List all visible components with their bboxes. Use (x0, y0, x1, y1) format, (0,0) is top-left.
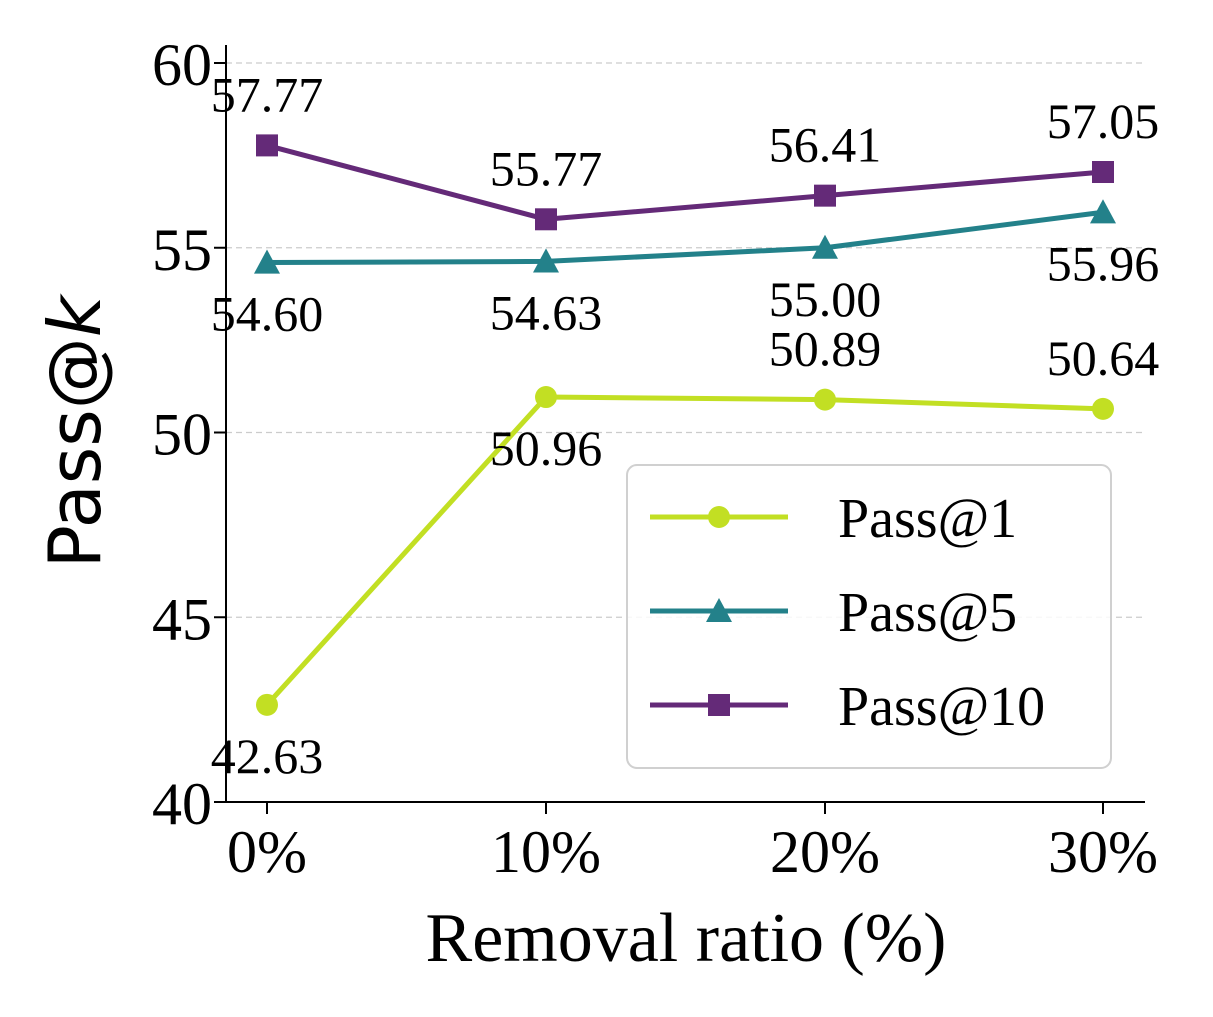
data-point-pass-at-10-2 (814, 184, 836, 207)
x-tick-label-2: 20% (770, 819, 880, 885)
data-point-pass-at-5-0 (254, 249, 280, 274)
x-tick-label-0: 0% (227, 819, 307, 885)
data-point-pass-at-1-0 (256, 693, 278, 716)
legend-box (626, 464, 1112, 769)
y-axis-title-prefix: Pass@ (33, 337, 117, 568)
legend-marker-pass-at-1 (708, 506, 730, 528)
data-point-pass-at-5-1 (533, 248, 559, 273)
data-point-pass-at-10-0 (256, 134, 278, 157)
data-label-pass-at-5-0: 54.60 (211, 286, 324, 342)
y-axis-title-variable: k (33, 292, 117, 337)
data-label-pass-at-1-2: 50.89 (769, 321, 882, 377)
legend-label-pass-at-5: Pass@5 (838, 582, 1017, 644)
data-label-pass-at-5-2: 55.00 (769, 271, 882, 327)
data-label-pass-at-5-3: 55.96 (1047, 235, 1160, 291)
data-point-pass-at-1-1 (535, 386, 557, 409)
x-axis-title: Removal ratio (%) (426, 900, 947, 977)
data-label-pass-at-1-0: 42.63 (211, 728, 324, 784)
legend-label-pass-at-1: Pass@1 (838, 488, 1017, 550)
data-label-pass-at-10-1: 55.77 (490, 140, 603, 196)
data-point-pass-at-1-2 (814, 388, 836, 411)
x-tick-label-3: 30% (1048, 819, 1158, 885)
data-label-pass-at-1-1: 50.96 (490, 420, 603, 476)
axes: 40 45 50 55 60 0% 10% 20% 30% (152, 32, 1158, 885)
data-point-pass-at-5-2 (812, 234, 838, 259)
data-point-pass-at-10-3 (1092, 161, 1114, 184)
data-label-pass-at-10-2: 56.41 (769, 117, 882, 173)
series-line-pass-at-10 (266, 142, 1104, 222)
series-lines (254, 134, 1116, 716)
y-tick-label-55: 55 (152, 217, 212, 283)
data-point-pass-at-5-3 (1090, 199, 1116, 224)
legend-label-pass-at-10: Pass@10 (838, 676, 1045, 738)
data-point-pass-at-10-1 (535, 208, 557, 231)
x-tick-label-1: 10% (491, 819, 601, 885)
data-label-pass-at-10-0: 57.77 (211, 66, 324, 122)
data-label-pass-at-5-1: 54.63 (490, 284, 603, 340)
y-axis-title: Pass@k (33, 292, 117, 568)
data-point-pass-at-1-3 (1092, 397, 1114, 420)
series-line-pass-at-5 (266, 209, 1104, 266)
legend-marker-pass-at-5 (706, 598, 732, 623)
y-tick-label-40: 40 (152, 771, 212, 837)
series-line-pass-at-1 (265, 394, 1104, 707)
data-label-pass-at-10-3: 57.05 (1047, 93, 1160, 149)
y-tick-label-45: 45 (152, 586, 212, 652)
data-labels: 42.63 50.96 50.89 50.64 54.60 54.63 55.00 55.96… (211, 66, 1160, 783)
legend-marker-pass-at-10 (708, 694, 730, 716)
legend: Pass@1 Pass@5 Pass@10 (626, 464, 1112, 769)
y-tick-label-60: 60 (152, 32, 212, 98)
data-label-pass-at-1-3: 50.64 (1047, 330, 1160, 386)
y-tick-label-50: 50 (152, 402, 212, 468)
